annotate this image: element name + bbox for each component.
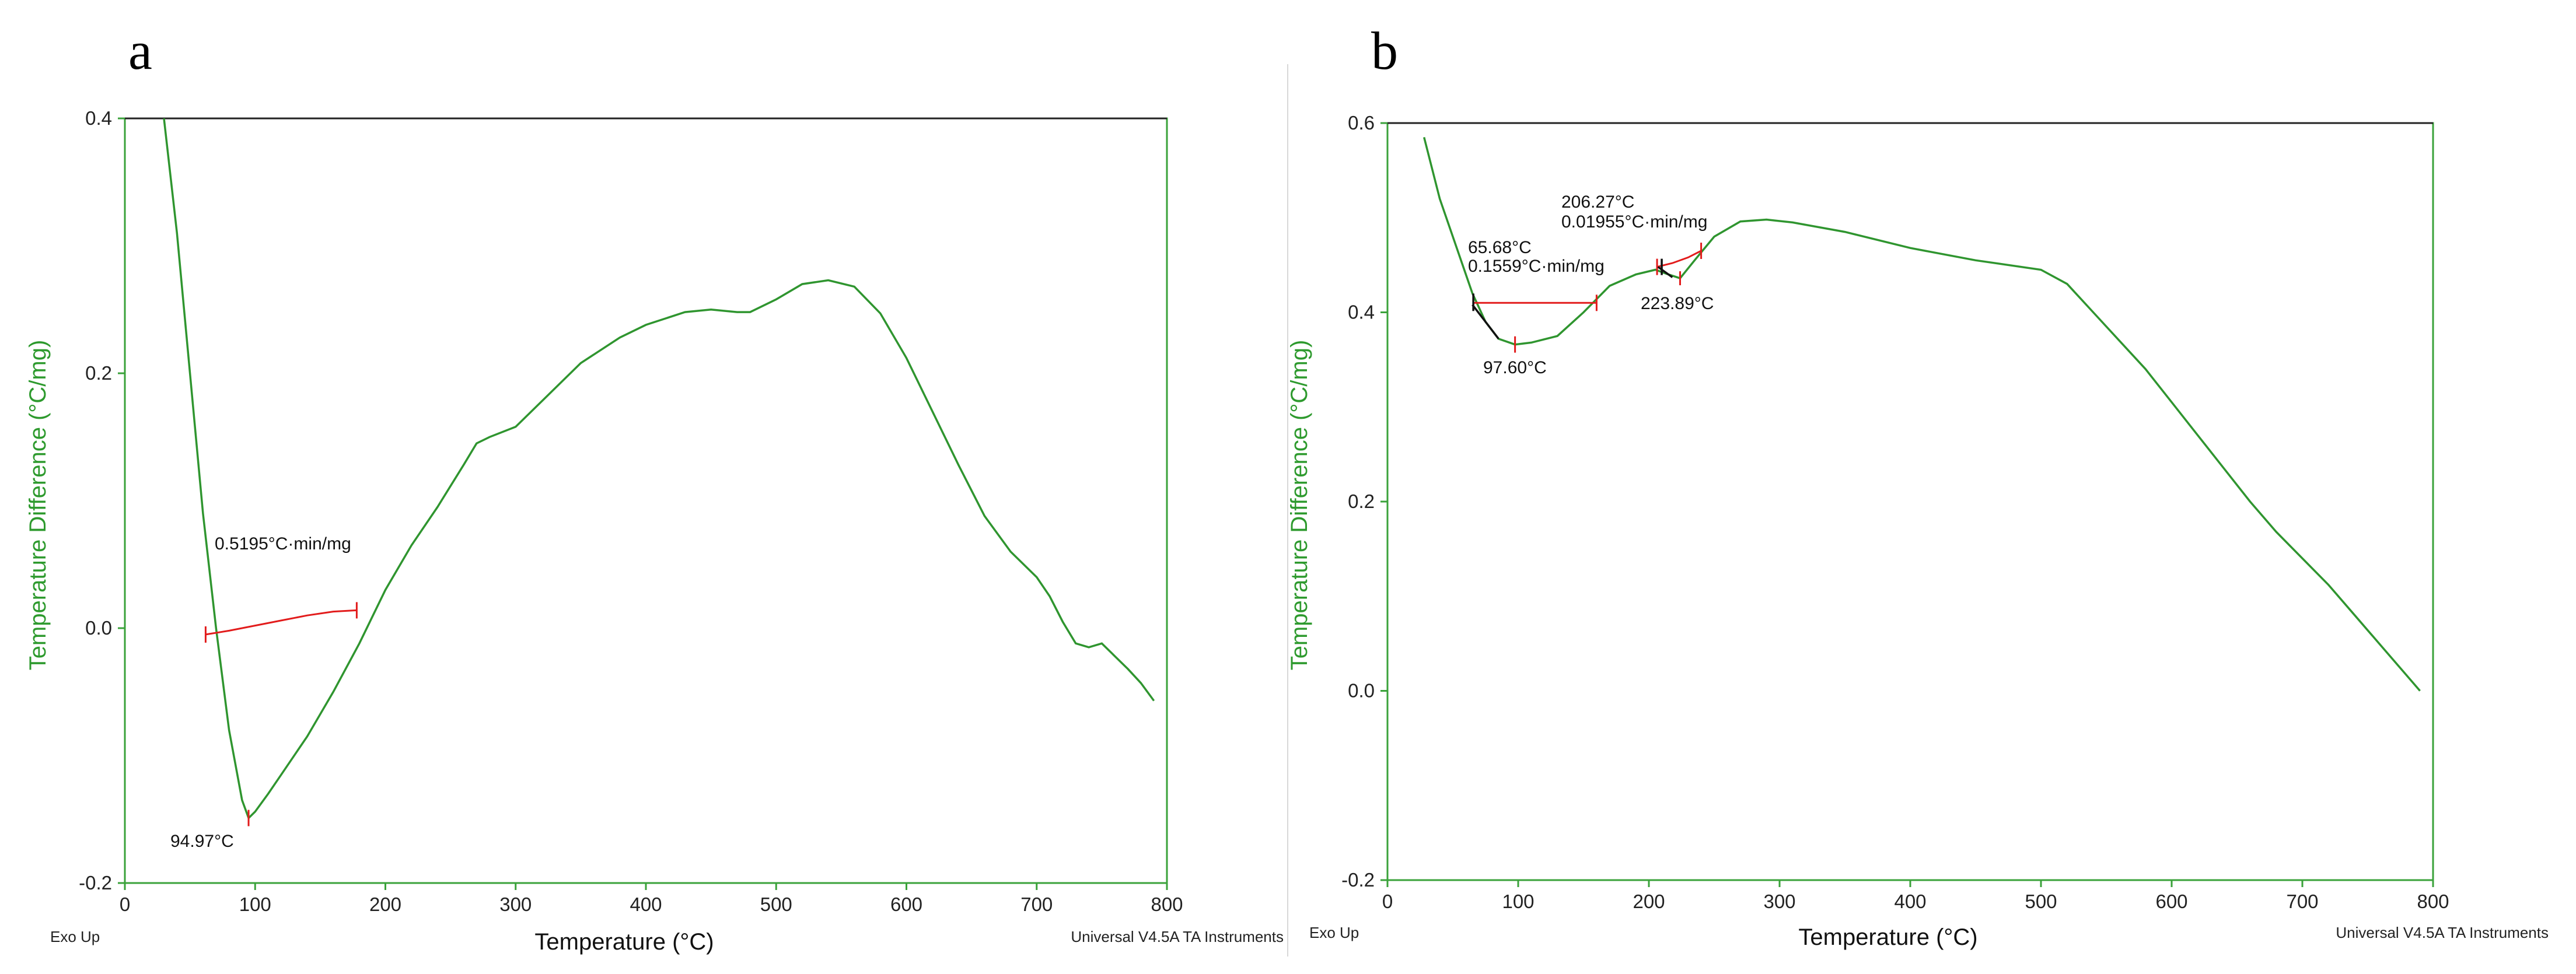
x-tick-label: 0 xyxy=(120,894,130,915)
integration-baseline-2 xyxy=(1656,250,1702,268)
y-tick-label: -0.2 xyxy=(79,872,112,894)
y-tick-label: 0.2 xyxy=(85,362,112,384)
panel-b-footer-right: Universal V4.5A TA Instruments xyxy=(2336,924,2549,941)
x-tick-label: 300 xyxy=(1763,891,1795,912)
panel-b-onset2-temp: 206.27°C xyxy=(1561,192,1634,212)
x-tick-label: 700 xyxy=(2286,891,2318,912)
panel-a-marks xyxy=(163,118,1155,826)
panel-b: b 0 100 200 300 400 500 600 700 800 -0.2 0.0 0.2 0.4… xyxy=(1287,21,2549,950)
panel-a-footer-right: Universal V4.5A TA Instruments xyxy=(1071,928,1284,945)
x-tick-label: 0 xyxy=(1382,891,1393,912)
panel-b-footer-left: Exo Up xyxy=(1309,924,1359,941)
y-tick-label: 0.0 xyxy=(85,617,112,639)
y-tick-label: 0.6 xyxy=(1348,112,1375,134)
panel-a-footer-left: Exo Up xyxy=(50,928,100,945)
panel-b-axes: 0 100 200 300 400 500 600 700 800 -0.2 0.0 0.2 0.4 0.… xyxy=(1341,112,2449,912)
y-tick-label: 0.4 xyxy=(1348,302,1375,323)
dta-curve xyxy=(163,118,1155,820)
x-tick-label: 100 xyxy=(1502,891,1534,912)
panel-b-label: b xyxy=(1371,21,1398,80)
x-tick-label: 700 xyxy=(1020,894,1053,915)
panel-a-axes: 0 100 200 300 400 500 600 700 800 -0.2 0.0 0.2 0.4 xyxy=(79,107,1183,915)
x-tick-label: 400 xyxy=(1894,891,1926,912)
y-tick-label: 0.0 xyxy=(1348,680,1375,702)
panel-b-xlabel: Temperature (°C) xyxy=(1798,924,1977,950)
x-tick-label: 200 xyxy=(369,894,401,915)
onset-1-tangent xyxy=(1471,304,1500,339)
onset-2-tangent xyxy=(1657,266,1673,278)
x-tick-label: 100 xyxy=(239,894,271,915)
panel-b-ylabel: Temperature Difference (°C/mg) xyxy=(1287,340,1312,671)
plot-frame xyxy=(1386,122,2434,881)
panel-b-onset1-temp: 65.68°C xyxy=(1468,238,1532,257)
panel-b-onset1-area: 0.1559°C·min/mg xyxy=(1468,257,1605,276)
x-tick-label: 600 xyxy=(2155,891,2187,912)
plot-frame xyxy=(124,117,1168,884)
panel-a-ylabel: Temperature Difference (°C/mg) xyxy=(25,340,51,671)
dta-curve xyxy=(1423,136,2421,692)
x-tick-label: 500 xyxy=(760,894,792,915)
panel-a-area-label: 0.5195°C·min/mg xyxy=(215,534,351,553)
integration-baseline xyxy=(205,609,357,636)
panel-b-peak1-label: 97.60°C xyxy=(1483,358,1547,377)
y-tick-label: 0.2 xyxy=(1348,490,1375,512)
panel-a-label: a xyxy=(128,21,152,80)
x-tick-label: 500 xyxy=(2025,891,2057,912)
x-tick-label: 800 xyxy=(1151,894,1183,915)
x-tick-label: 200 xyxy=(1633,891,1665,912)
x-tick-label: 300 xyxy=(499,894,532,915)
panel-a: a 0 100 200 300 400 500 600 700 800 -0.2 0.0 0.2 0.4… xyxy=(25,21,1284,955)
x-tick-label: 800 xyxy=(2417,891,2449,912)
panel-a-peak-label: 94.97°C xyxy=(170,832,234,851)
y-tick-label: 0.4 xyxy=(85,107,112,129)
panel-b-peak2-label: 223.89°C xyxy=(1641,294,1714,313)
panel-b-onset2-area: 0.01955°C·min/mg xyxy=(1561,212,1707,232)
x-tick-label: 600 xyxy=(890,894,922,915)
y-tick-label: -0.2 xyxy=(1341,869,1375,891)
panel-b-marks xyxy=(1423,136,2421,692)
panel-a-xlabel: Temperature (°C) xyxy=(534,929,714,955)
x-tick-label: 400 xyxy=(630,894,662,915)
